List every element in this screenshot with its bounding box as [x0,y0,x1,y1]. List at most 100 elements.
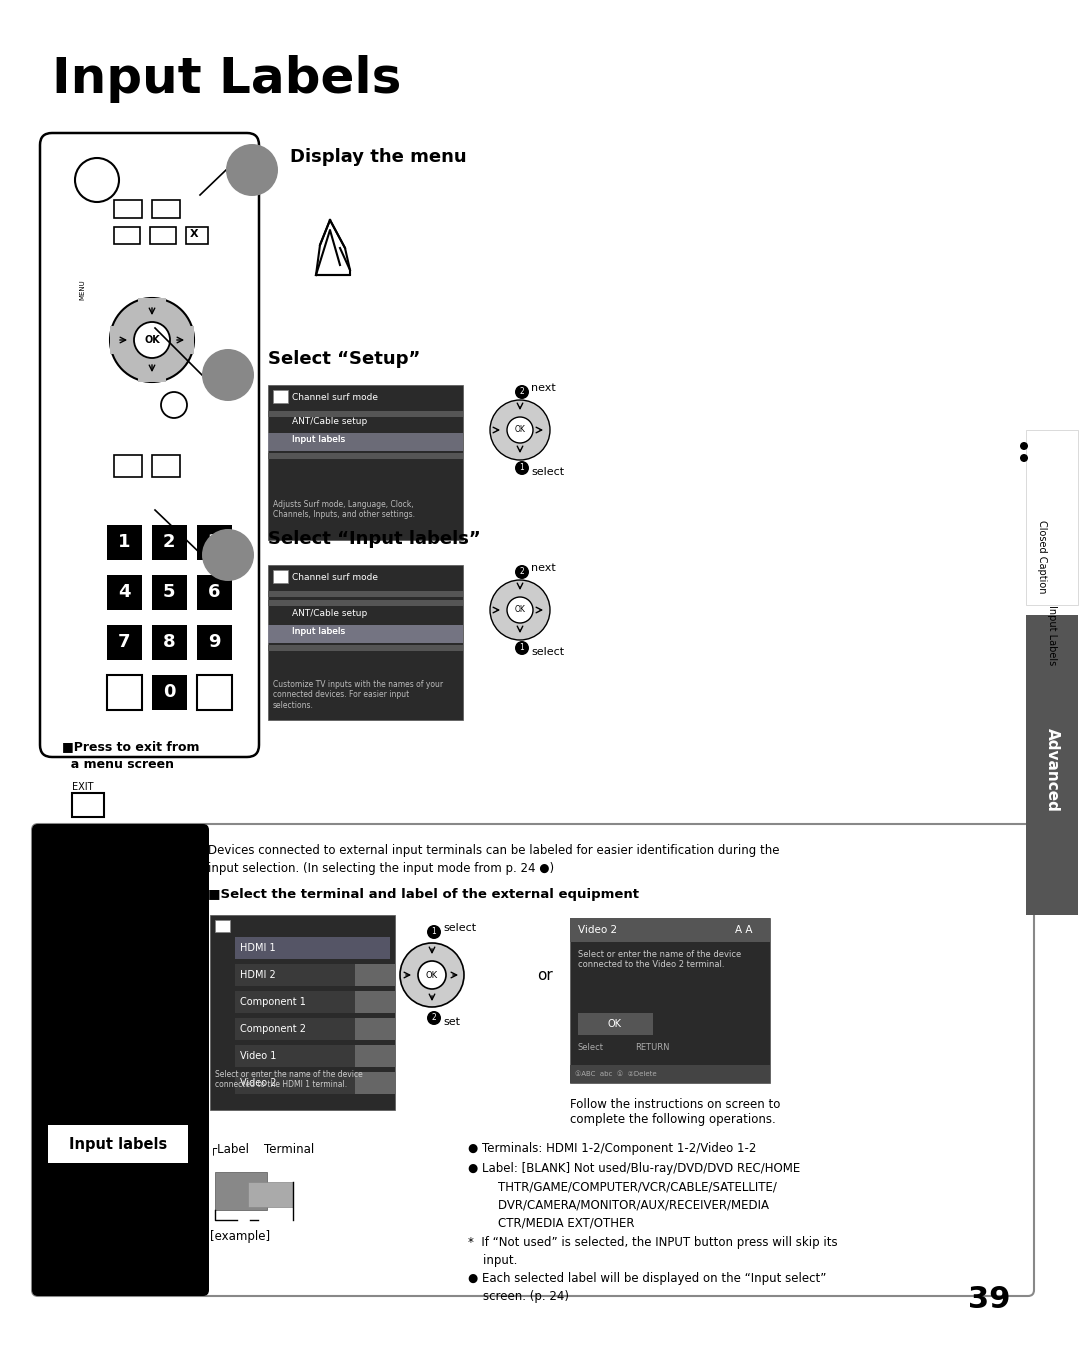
Bar [150,227,176,244]
Bar [197,675,232,710]
Bar [114,455,141,478]
Text: select: select [531,467,564,478]
Circle shape [490,580,550,640]
Text: ┌Label    Terminal: ┌Label Terminal [210,1142,314,1155]
Bar [268,566,463,720]
Bar [72,793,104,817]
Text: 6: 6 [207,583,220,601]
Circle shape [507,417,534,442]
Bar [235,1017,390,1040]
Text: 5: 5 [163,583,175,601]
Text: ANT/Cable setup: ANT/Cable setup [292,417,367,426]
Text: 4: 4 [118,583,131,601]
Text: EXIT: EXIT [72,782,94,792]
Circle shape [1020,442,1028,451]
Bar [235,963,390,986]
Text: Advanced: Advanced [1044,728,1059,812]
Bar [570,917,770,942]
Text: [example]: [example] [210,1230,270,1243]
Bar [186,227,208,244]
Bar [268,453,463,459]
Text: Display the menu: Display the menu [291,147,467,166]
Text: 8: 8 [163,633,175,651]
Circle shape [507,597,534,622]
Text: Select “Input labels”: Select “Input labels” [268,530,481,548]
Text: Select: Select [578,1043,604,1053]
Text: *  If “Not used” is selected, the INPUT button press will skip its: * If “Not used” is selected, the INPUT b… [468,1237,838,1249]
Text: 2: 2 [519,387,525,396]
Circle shape [490,400,550,460]
Text: HDMI 1: HDMI 1 [240,943,275,953]
Bar [107,625,141,660]
Text: Closed Caption: Closed Caption [1037,520,1047,594]
Bar [152,675,187,710]
Bar [107,675,141,710]
FancyBboxPatch shape [40,133,259,756]
Bar [235,938,390,959]
Bar [110,326,194,354]
Bar [152,525,187,560]
Bar [197,625,232,660]
Text: 1: 1 [118,533,131,551]
Text: Video 2: Video 2 [578,925,617,935]
Text: input.: input. [468,1254,517,1266]
Bar [107,575,141,610]
Text: Follow the instructions on screen to
complete the following operations.: Follow the instructions on screen to com… [570,1099,781,1126]
Text: HDMI 2: HDMI 2 [240,970,275,980]
Text: 7: 7 [118,633,131,651]
Text: 1: 1 [519,644,525,652]
Bar [114,227,140,244]
Text: Input labels: Input labels [69,1137,167,1151]
Text: ANT/Cable setup: ANT/Cable setup [292,609,367,618]
Text: Channel surf mode: Channel surf mode [292,392,378,402]
Text: 1: 1 [519,464,525,472]
Text: ● Each selected label will be displayed on the “Input select”: ● Each selected label will be displayed … [468,1272,826,1285]
Text: Component 1: Component 1 [240,997,306,1007]
Circle shape [161,392,187,418]
Bar [355,1072,395,1095]
Text: Video 1: Video 1 [240,1051,276,1061]
Text: 2: 2 [163,533,175,551]
Bar [248,1183,293,1207]
Bar [1026,430,1078,605]
Circle shape [202,529,254,580]
FancyBboxPatch shape [32,824,1034,1296]
Text: Select “Setup”: Select “Setup” [268,350,420,368]
Bar [197,525,232,560]
Text: OK: OK [514,425,526,434]
Circle shape [110,298,194,382]
Circle shape [515,641,529,655]
Text: ● Terminals: HDMI 1-2/Component 1-2/Video 1-2: ● Terminals: HDMI 1-2/Component 1-2/Vide… [468,1142,756,1155]
Text: OK: OK [514,606,526,614]
Text: ①ABC  abc  ①  ②Delete: ①ABC abc ① ②Delete [575,1072,657,1077]
Bar [268,433,463,451]
Bar [107,525,141,560]
Text: 1: 1 [432,928,436,936]
Bar [355,1017,395,1040]
Bar [570,1065,770,1082]
Text: 39: 39 [968,1285,1011,1314]
Bar [48,1124,188,1164]
Circle shape [202,349,254,400]
Bar [570,917,770,1082]
Text: MENU: MENU [79,279,85,300]
Text: Input labels: Input labels [292,436,346,444]
Text: or: or [537,967,553,982]
Circle shape [226,143,278,196]
Text: ■Select the terminal and label of the external equipment: ■Select the terminal and label of the ex… [208,888,639,901]
Bar [273,390,288,403]
Circle shape [1020,455,1028,461]
Text: next: next [531,563,556,574]
Bar [235,990,390,1013]
Bar [138,298,166,382]
Bar [268,591,463,597]
Bar [215,1172,267,1210]
Bar [152,455,180,478]
Bar [355,963,395,986]
Bar [268,645,463,651]
Bar [193,829,208,1289]
Text: Devices connected to external input terminals can be labeled for easier identifi: Devices connected to external input term… [208,844,780,856]
Text: 2: 2 [432,1013,436,1023]
Text: Input labels: Input labels [292,436,346,444]
Text: next: next [531,383,556,392]
